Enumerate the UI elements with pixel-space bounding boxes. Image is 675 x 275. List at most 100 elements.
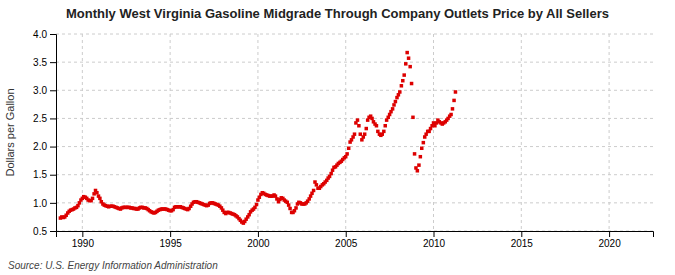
y-tick-mark (50, 203, 56, 204)
y-tick: 3.0 (33, 85, 56, 96)
x-grid-line (433, 34, 434, 231)
point (410, 82, 414, 86)
point (357, 124, 361, 128)
point (449, 113, 453, 117)
y-grid-line (56, 174, 653, 175)
point (411, 116, 415, 120)
x-tick-mark (521, 231, 522, 237)
x-tick-mark (170, 231, 171, 237)
point (422, 141, 426, 145)
x-tick: 2000 (247, 231, 270, 249)
x-tick: 2015 (511, 231, 534, 249)
y-tick-mark (50, 231, 56, 232)
y-tick: 2.0 (33, 141, 56, 152)
point (454, 90, 458, 94)
x-tick: 2010 (423, 231, 446, 249)
point (452, 99, 456, 103)
x-grid-line (609, 34, 610, 231)
point (347, 147, 351, 151)
x-tick: 2005 (335, 231, 358, 249)
point (375, 124, 379, 128)
y-grid-line (56, 34, 653, 35)
y-grid-line (56, 146, 653, 147)
points (59, 51, 458, 225)
chart: 1990 1995 2000 2005 2010 2015 2020 0.5 1.0 1.5 2.0… (0, 0, 675, 275)
y-tick: 4.0 (33, 29, 56, 40)
source-note: Source: U.S. Energy Information Administ… (8, 260, 218, 271)
point (365, 127, 369, 131)
point (408, 65, 412, 69)
y-tick: 3.5 (33, 57, 56, 68)
y-tick-label: 4.0 (33, 29, 47, 40)
plot-area: 1990 1995 2000 2005 2010 2015 2020 0.5 1.0 1.5 2.0… (33, 29, 653, 249)
y-tick-label: 0.5 (33, 226, 47, 237)
x-tick-mark (82, 231, 83, 237)
y-axis: 0.5 1.0 1.5 2.0 2.5 3.0 3.5 4.0 (33, 29, 56, 237)
point (312, 189, 316, 193)
point (345, 152, 349, 156)
title: Monthly West Virginia Gasoline Midgrade … (66, 6, 609, 21)
point (400, 84, 404, 88)
x-tick: 1995 (160, 231, 183, 249)
x-grid-line (521, 34, 522, 231)
y-tick: 1.5 (33, 169, 56, 180)
y-tick-mark (50, 34, 56, 35)
x-tick-label: 2000 (247, 238, 270, 249)
point (404, 62, 408, 66)
x-grid-line (170, 34, 171, 231)
x-tick-mark (258, 231, 259, 237)
point (315, 183, 319, 187)
point (287, 203, 291, 207)
y-tick: 1.0 (33, 198, 56, 209)
x-tick-label: 2005 (335, 238, 358, 249)
y-tick: 0.5 (33, 226, 56, 237)
x-tick-label: 2015 (511, 238, 534, 249)
point (288, 207, 292, 211)
x-tick-mark (346, 231, 347, 237)
point (363, 132, 367, 136)
point (405, 51, 409, 55)
x-tick: 1990 (72, 231, 95, 249)
y-tick-mark (50, 62, 56, 63)
y-tick-mark (50, 90, 56, 91)
y-tick: 2.5 (33, 113, 56, 124)
x-tick-label: 2010 (423, 238, 446, 249)
point (370, 117, 374, 121)
point (407, 56, 411, 60)
point (383, 124, 387, 128)
y-tick-label: 1.5 (33, 169, 47, 180)
x-tick-mark (609, 231, 610, 237)
point (392, 103, 396, 107)
point (402, 73, 406, 77)
y-grid-line (56, 62, 653, 63)
y-grid-line (56, 202, 653, 203)
point (329, 172, 333, 176)
point (359, 132, 363, 136)
y-tick-label: 1.0 (33, 198, 47, 209)
x-tick-label: 1990 (72, 238, 95, 249)
point (356, 118, 360, 122)
point (401, 79, 405, 83)
point (413, 152, 417, 156)
x-tick-label: 2020 (598, 238, 621, 249)
y-tick-mark (50, 147, 56, 148)
point (394, 100, 398, 104)
x-axis-line (57, 232, 654, 238)
x-tick-mark (434, 231, 435, 237)
point (420, 147, 424, 151)
x-tick-label: 1995 (160, 238, 183, 249)
y-tick-label: 3.5 (33, 57, 47, 68)
y-tick-mark (50, 175, 56, 176)
point (91, 197, 95, 201)
y-tick-mark (50, 118, 56, 119)
y-grid-line (56, 90, 653, 91)
y-axis-title: Dollars per Gallon (4, 88, 16, 176)
x-tick: 2020 (598, 231, 621, 249)
point (417, 163, 421, 167)
point (98, 197, 102, 201)
point (419, 155, 423, 159)
point (398, 90, 402, 94)
y-tick-label: 2.0 (33, 141, 47, 152)
point (451, 107, 455, 111)
point (416, 169, 420, 173)
